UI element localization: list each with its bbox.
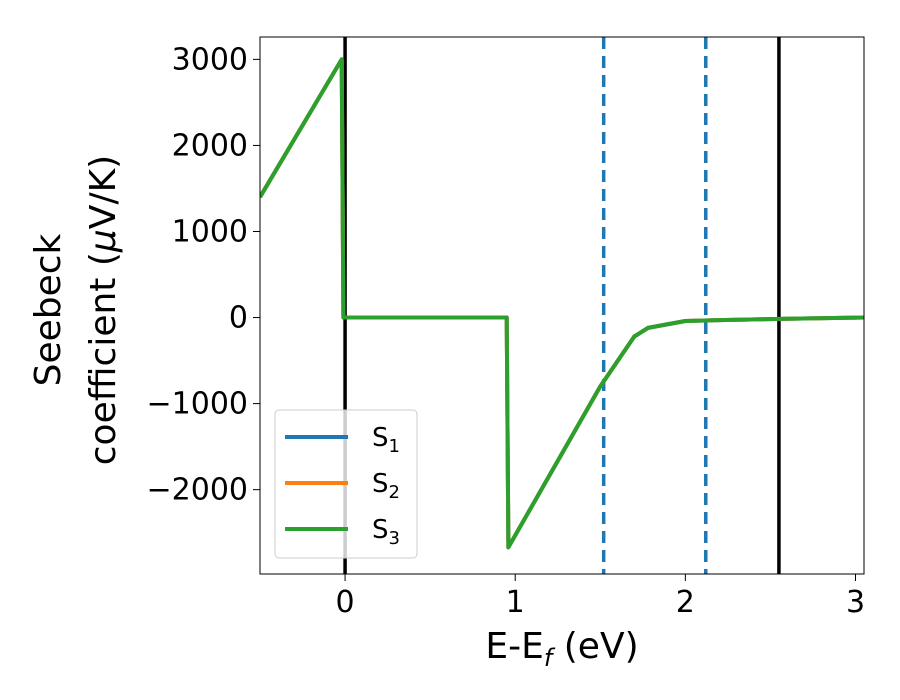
plot-frame <box>259 36 865 575</box>
y-axis-label-line2: coefficient (μV/K) <box>83 155 124 465</box>
x-axis-label: E-Ef (eV) <box>485 626 638 672</box>
legend-label-1: S1 <box>372 423 400 457</box>
x-tick-label: 2 <box>676 585 695 620</box>
y-axis-label-line2-post: V/K) <box>83 155 124 229</box>
y-axis-label-line2-pre: coefficient ( <box>83 252 124 465</box>
y-tick-label: 2000 <box>172 128 248 163</box>
legend: S1 S2 S3 <box>274 409 418 559</box>
x-tick-label: 3 <box>846 585 865 620</box>
series-lines <box>260 57 864 550</box>
y-axis-label-line1: Seebeck <box>28 233 69 386</box>
y-axis-ticks: 3000 2000 1000 0 −1000 −2000 <box>147 42 260 508</box>
y-tick-label: 0 <box>229 301 248 336</box>
x-axis-label-tail: (eV) <box>552 626 638 667</box>
y-axis-label: Seebeck coefficient (μV/K) <box>28 155 124 465</box>
y-tick-label: −1000 <box>147 387 248 422</box>
x-axis-ticks: 0 1 2 3 <box>336 574 865 620</box>
x-tick-label: 1 <box>506 585 525 620</box>
y-axis-label-mu: μ <box>83 229 124 253</box>
y-tick-label: 1000 <box>172 214 248 249</box>
x-axis-label-main: E-E <box>485 626 543 667</box>
legend-label-3: S3 <box>372 515 400 549</box>
y-tick-label: 3000 <box>172 42 248 77</box>
y-tick-label: −2000 <box>147 473 248 508</box>
series-line-3 <box>260 57 864 550</box>
x-tick-label: 0 <box>336 585 355 620</box>
legend-label-2: S2 <box>372 469 400 503</box>
